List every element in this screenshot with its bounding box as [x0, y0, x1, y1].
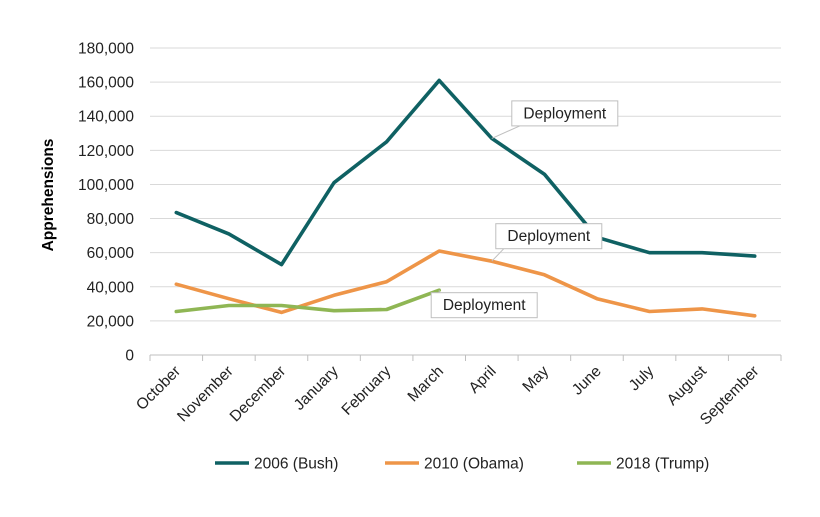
legend-label: 2010 (Obama): [424, 456, 524, 473]
x-tick-label: January: [291, 363, 342, 414]
chart-canvas: 0 20,000 40,000 60,000 80,000 100,000 120,000 1…: [0, 0, 820, 512]
callout-leader: [492, 126, 520, 138]
series-lines: [176, 80, 754, 315]
x-tick-label: May: [519, 363, 552, 396]
legend: 2006 (Bush) 2010 (Obama) 2018 (Trump): [215, 456, 709, 473]
x-tick-label: June: [569, 363, 605, 399]
callout-label: Deployment: [507, 228, 590, 245]
legend-item-2: 2018 (Trump): [577, 456, 709, 473]
x-tick-label: April: [466, 363, 500, 397]
y-tick-label: 20,000: [87, 313, 135, 330]
deployment-callout: Deployment: [492, 101, 618, 138]
callout-label: Deployment: [443, 297, 526, 314]
y-tick-label: 60,000: [87, 245, 135, 262]
x-tick-label: December: [227, 363, 290, 426]
x-tick-label: February: [339, 363, 395, 419]
callout-leader: [492, 249, 504, 262]
gridlines: [150, 48, 781, 321]
y-tick-label: 140,000: [78, 109, 134, 126]
x-tick-label: October: [133, 363, 184, 414]
callout-label: Deployment: [523, 105, 606, 122]
y-tick-label: 160,000: [78, 75, 134, 92]
y-tick-label: 180,000: [78, 41, 134, 58]
y-tick-label: 120,000: [78, 143, 134, 160]
legend-label: 2018 (Trump): [616, 456, 709, 473]
y-tick-label: 0: [125, 348, 134, 365]
legend-item-0: 2006 (Bush): [215, 456, 338, 473]
x-tick-label: July: [626, 363, 658, 395]
y-axis-title: Apprehensions: [40, 139, 57, 252]
series-line-0: [176, 80, 754, 264]
y-tick-label: 80,000: [87, 211, 135, 228]
y-tick-label: 40,000: [87, 279, 135, 296]
deployment-callout: Deployment: [492, 224, 602, 262]
axes: 0 20,000 40,000 60,000 80,000 100,000 120,000 1…: [78, 41, 781, 429]
legend-item-1: 2010 (Obama): [385, 456, 524, 473]
y-tick-label: 100,000: [78, 177, 134, 194]
x-tick-label: March: [405, 363, 447, 405]
x-tick-label: November: [174, 363, 237, 426]
line-chart: 0 20,000 40,000 60,000 80,000 100,000 120,000 1…: [0, 0, 820, 512]
annotations: Deployment Deployment Deployment: [431, 101, 618, 318]
x-tick-label: August: [664, 362, 711, 409]
deployment-callout: Deployment: [431, 290, 537, 318]
legend-label: 2006 (Bush): [254, 456, 338, 473]
